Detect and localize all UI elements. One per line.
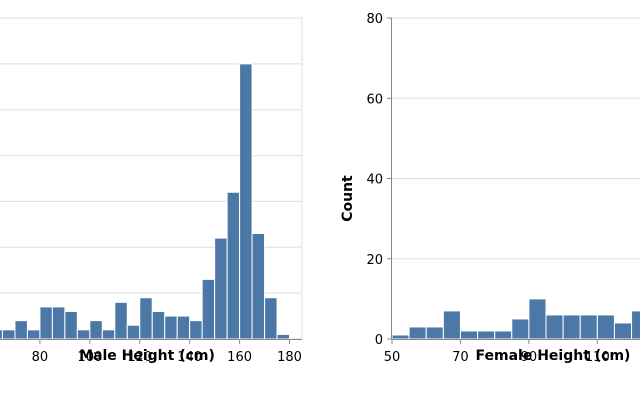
female-y-axis-title: Count — [340, 175, 356, 222]
male-bar-140 — [189, 320, 203, 340]
female-bar-120 — [631, 310, 640, 340]
male-height-histogram: 80 100 120 140 160 180 Male Height (cm) — [0, 17, 303, 365]
female-y-tick-label-40: 40 — [366, 173, 383, 188]
female-x-axis-title: Female Height (cm) — [476, 348, 631, 364]
male-x-tick-label-140: 140 — [177, 350, 202, 365]
male-bar-80 — [39, 306, 53, 340]
female-bar-85 — [511, 318, 530, 340]
male-bar-75 — [26, 329, 41, 340]
female-x-tick-label-50: 50 — [384, 350, 401, 365]
female-bar-105 — [579, 314, 598, 340]
male-x-tick-label-160: 160 — [227, 350, 252, 365]
male-x-tick-label-80: 80 — [32, 350, 49, 365]
female-y-tick-label-20: 20 — [366, 253, 383, 268]
female-bar-65 — [442, 310, 461, 340]
female-bar-70 — [459, 330, 479, 340]
male-bar-160 — [239, 63, 253, 340]
male-bar-165 — [251, 233, 266, 340]
female-bar-55 — [408, 326, 427, 340]
male-bar-130 — [164, 315, 178, 340]
male-bar-115 — [126, 324, 141, 340]
male-bar-150 — [214, 237, 228, 340]
male-x-axis-title: Male Height (cm) — [79, 348, 215, 364]
female-bar-115 — [613, 322, 633, 340]
male-bar-95 — [76, 329, 91, 340]
male-bar-100 — [89, 320, 103, 340]
male-x-tick-label-180: 180 — [277, 350, 302, 365]
female-x-tick-label-70: 70 — [452, 350, 469, 365]
male-bar-135 — [176, 315, 191, 340]
female-x-tick-label-110: 110 — [585, 350, 610, 365]
female-y-tick-label-0: 0 — [375, 333, 383, 348]
male-bar-155 — [226, 191, 241, 340]
male-x-tick-label-120: 120 — [127, 350, 152, 365]
male-bar-70 — [14, 320, 28, 340]
female-height-histogram: 507090110130Female Height (cm)020406080C… — [340, 12, 640, 365]
male-x-tick-label-100: 100 — [77, 350, 102, 365]
male-bar-175 — [276, 333, 291, 340]
female-bar-100 — [562, 314, 581, 340]
male-bar-145 — [201, 278, 216, 340]
male-bar-85 — [51, 306, 66, 340]
male-bar-120 — [139, 297, 153, 340]
male-bar-110 — [114, 301, 128, 340]
female-bar-80 — [494, 330, 513, 340]
male-bar-105 — [101, 329, 116, 340]
female-bar-60 — [425, 326, 444, 340]
male-bar-90 — [64, 310, 78, 340]
female-bar-90 — [528, 298, 547, 340]
male-bar-65 — [1, 329, 16, 340]
female-x-tick-label-90: 90 — [521, 350, 538, 365]
female-bar-50 — [391, 334, 410, 340]
female-y-tick-label-80: 80 — [366, 12, 383, 27]
male-bar-125 — [151, 310, 166, 340]
female-bar-75 — [477, 330, 496, 340]
female-bar-110 — [596, 314, 615, 340]
female-bar-95 — [545, 314, 564, 340]
female-y-tick-label-60: 60 — [366, 92, 383, 107]
male-bar-170 — [264, 297, 278, 340]
